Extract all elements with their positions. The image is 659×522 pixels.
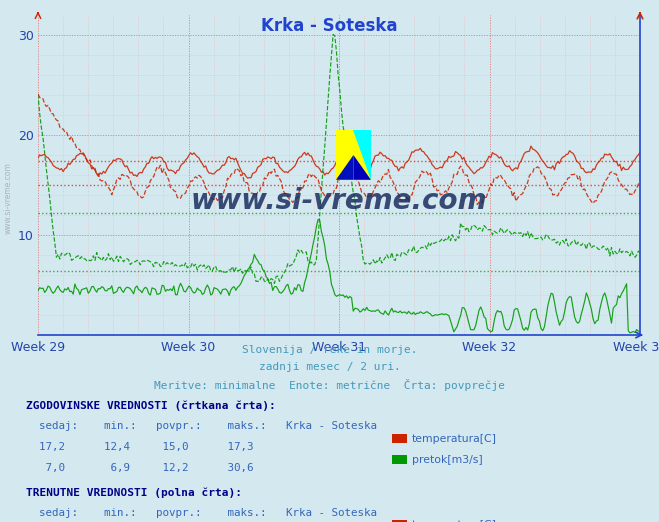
Text: Slovenija / reke in morje.: Slovenija / reke in morje. [242,345,417,355]
Text: 7,0       6,9     12,2      30,6: 7,0 6,9 12,2 30,6 [26,463,254,473]
Text: ZGODOVINSKE VREDNOSTI (črtkana črta):: ZGODOVINSKE VREDNOSTI (črtkana črta): [26,400,276,411]
Text: temperatura[C]: temperatura[C] [412,434,497,444]
Text: www.si-vreme.com: www.si-vreme.com [3,162,13,234]
Text: www.si-vreme.com: www.si-vreme.com [190,186,487,215]
Text: zadnji mesec / 2 uri.: zadnji mesec / 2 uri. [258,362,401,372]
Text: pretok[m3/s]: pretok[m3/s] [412,455,482,465]
Text: sedaj:    min.:   povpr.:    maks.:   Krka - Soteska: sedaj: min.: povpr.: maks.: Krka - Sotes… [26,508,378,518]
Text: TRENUTNE VREDNOSTI (polna črta):: TRENUTNE VREDNOSTI (polna črta): [26,487,243,497]
Text: Krka - Soteska: Krka - Soteska [261,17,398,34]
Text: sedaj:    min.:   povpr.:    maks.:   Krka - Soteska: sedaj: min.: povpr.: maks.: Krka - Sotes… [26,421,378,431]
Text: temperatura[C]: temperatura[C] [412,520,497,522]
Text: 17,2      12,4     15,0      17,3: 17,2 12,4 15,0 17,3 [26,442,254,452]
Text: Meritve: minimalne  Enote: metrične  Črta: povprečje: Meritve: minimalne Enote: metrične Črta:… [154,379,505,392]
